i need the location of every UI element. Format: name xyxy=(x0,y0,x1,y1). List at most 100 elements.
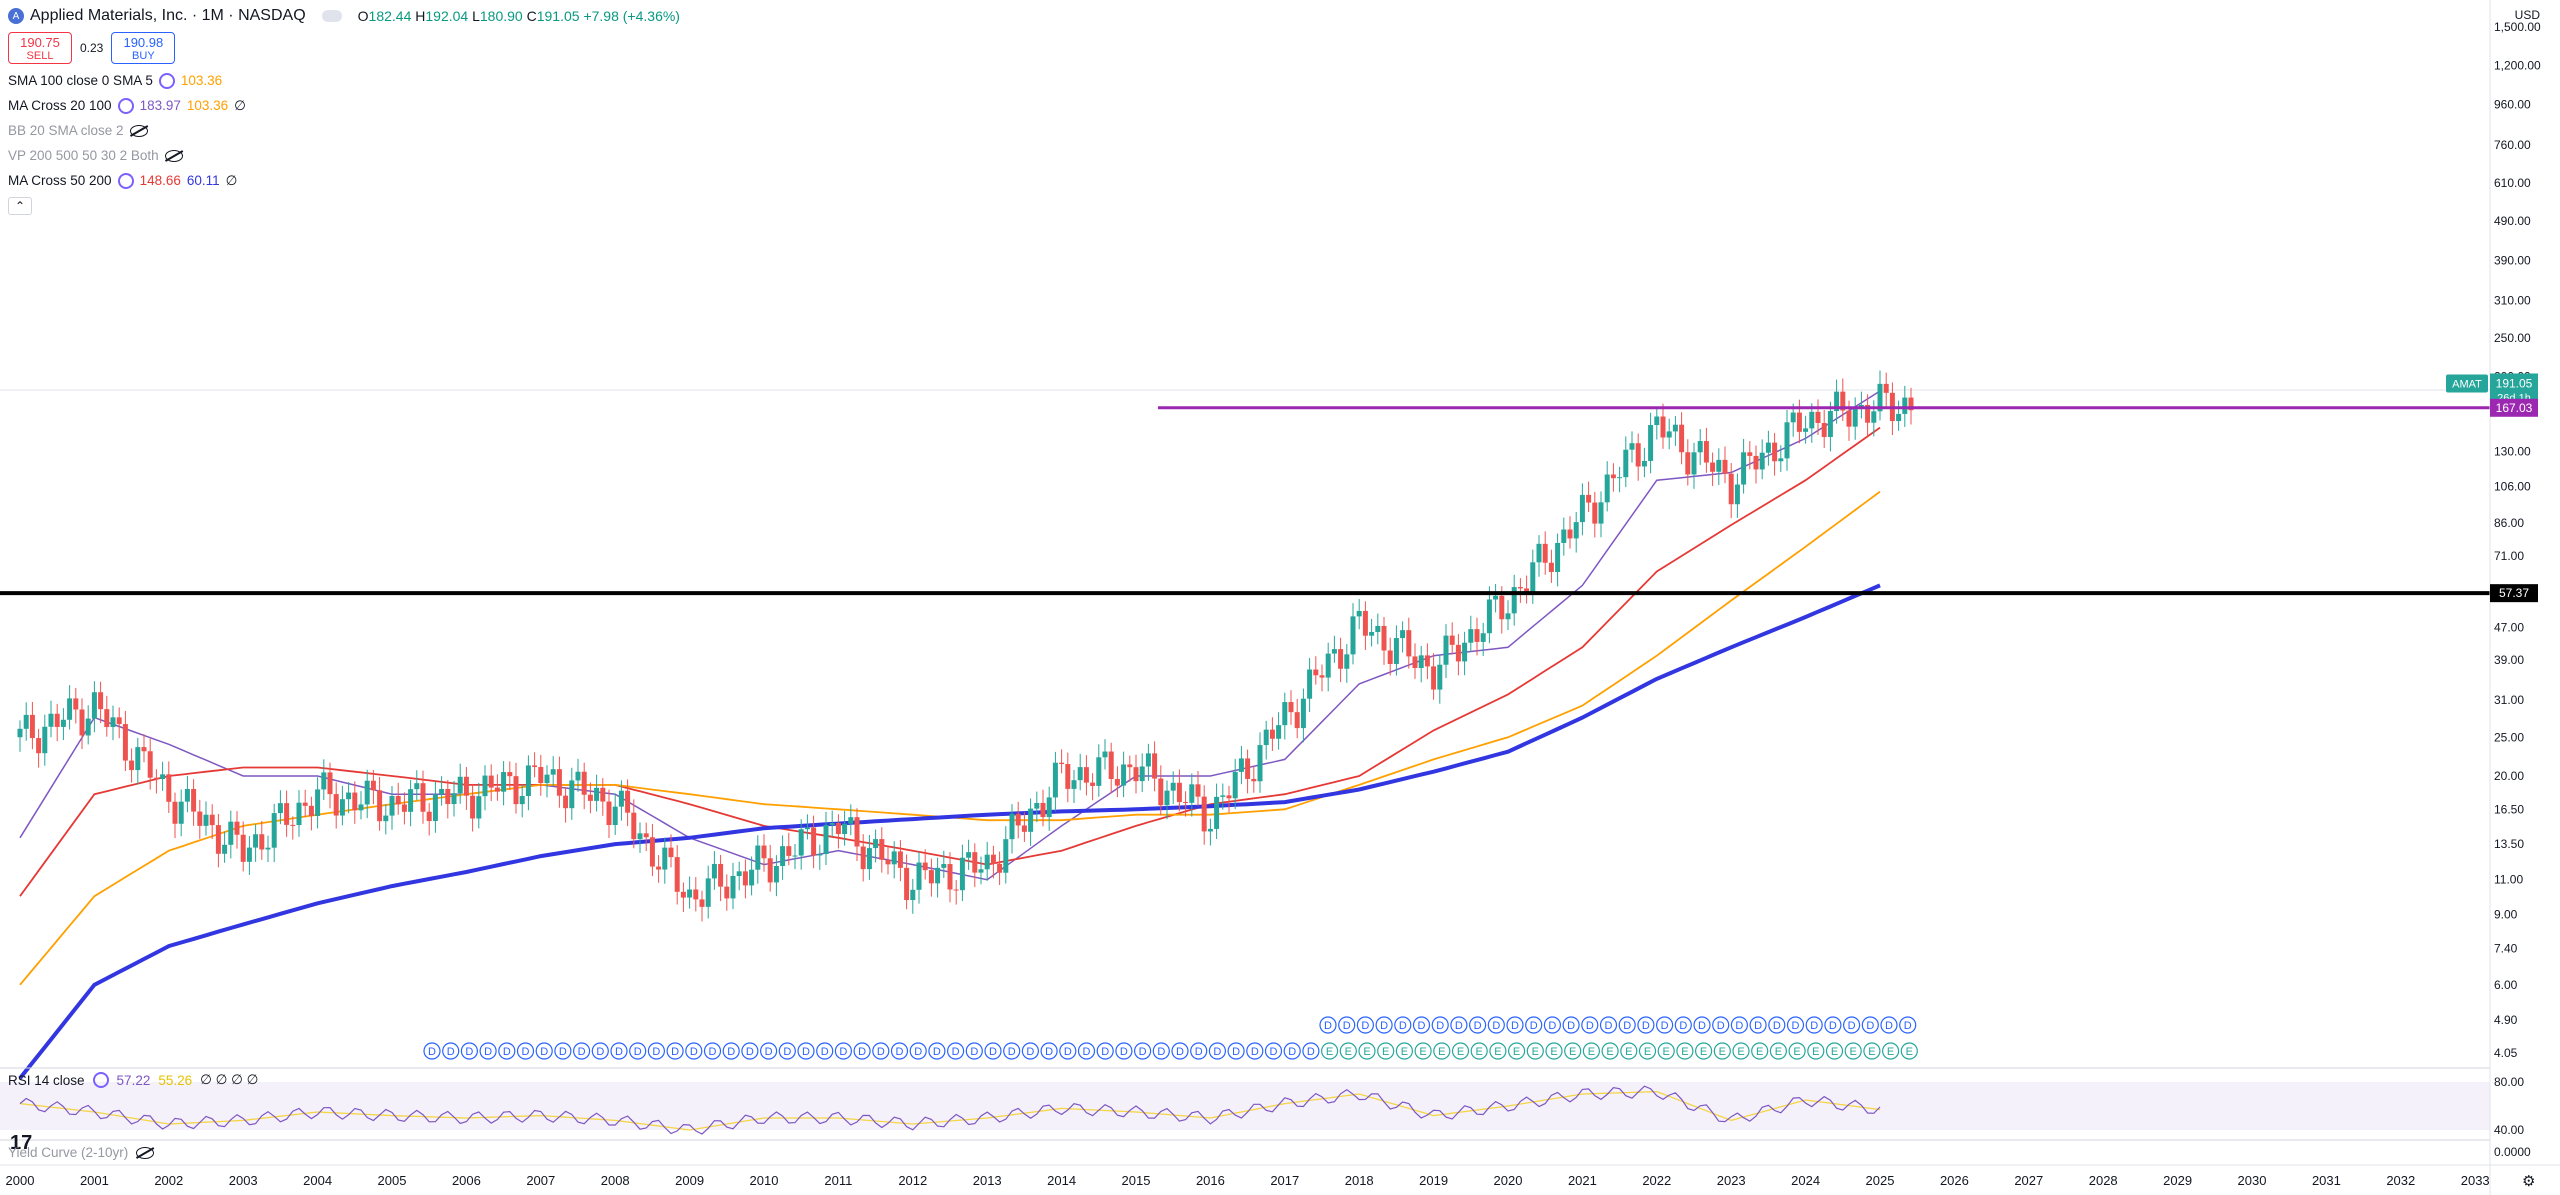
price-axis-label[interactable]: 11.00 xyxy=(2494,873,2523,887)
time-axis-label[interactable]: 2015 xyxy=(1122,1173,1151,1188)
price-axis-label[interactable]: 390.00 xyxy=(2494,254,2531,268)
earnings-marker[interactable] xyxy=(1825,1042,1844,1060)
price-axis-label[interactable]: 71.00 xyxy=(2494,549,2524,563)
dividend-marker[interactable] xyxy=(1712,1016,1730,1034)
earnings-marker[interactable] xyxy=(1564,1042,1582,1060)
yield-curve-legend[interactable]: Yield Curve (2-10yr) xyxy=(8,1145,155,1160)
dividend-marker[interactable] xyxy=(1525,1016,1543,1034)
time-axis-label[interactable]: 2005 xyxy=(378,1173,407,1188)
time-axis-label[interactable]: 2002 xyxy=(154,1173,183,1188)
earnings-marker[interactable] xyxy=(1751,1042,1769,1060)
price-axis-label[interactable]: 31.00 xyxy=(2494,693,2524,707)
dividend-marker[interactable] xyxy=(834,1042,853,1060)
dividend-marker[interactable] xyxy=(647,1042,666,1060)
earnings-marker[interactable] xyxy=(1395,1042,1414,1060)
dividend-marker[interactable] xyxy=(498,1042,516,1060)
dividend-marker[interactable] xyxy=(460,1042,478,1060)
sell-button[interactable]: 190.75 SELL xyxy=(8,32,72,64)
dividend-marker[interactable] xyxy=(965,1042,983,1060)
dividend-marker[interactable] xyxy=(1674,1016,1692,1034)
time-axis-label[interactable]: 2009 xyxy=(675,1173,704,1188)
time-axis-label[interactable]: 2006 xyxy=(452,1173,481,1188)
more-icon[interactable] xyxy=(321,10,342,22)
hidden-eye-icon[interactable] xyxy=(136,1146,155,1159)
earnings-marker[interactable] xyxy=(1676,1042,1694,1060)
time-axis-label[interactable]: 2013 xyxy=(973,1173,1002,1188)
dividend-marker[interactable] xyxy=(1208,1042,1227,1060)
dividend-marker[interactable] xyxy=(853,1042,871,1060)
chevron-up-icon[interactable]: ⌃ xyxy=(8,197,32,215)
earnings-marker[interactable] xyxy=(1769,1042,1788,1060)
dividend-marker[interactable] xyxy=(1115,1042,1133,1060)
dividend-marker[interactable] xyxy=(1468,1016,1487,1034)
price-axis-label[interactable]: 250.00 xyxy=(2494,331,2531,345)
dividend-marker[interactable] xyxy=(797,1042,815,1060)
dividend-marker[interactable] xyxy=(423,1042,441,1060)
time-axis-label[interactable]: 2007 xyxy=(526,1173,555,1188)
dividend-marker[interactable] xyxy=(1375,1016,1393,1034)
tradingview-logo-icon[interactable]: 17 xyxy=(10,1132,33,1154)
dividend-marker[interactable] xyxy=(1861,1016,1879,1034)
price-axis-label[interactable]: 4.90 xyxy=(2494,1013,2518,1027)
dividend-marker[interactable] xyxy=(1899,1016,1917,1034)
dividend-marker[interactable] xyxy=(1842,1016,1861,1034)
earnings-marker[interactable] xyxy=(1451,1042,1470,1060)
dividend-marker[interactable] xyxy=(1040,1042,1058,1060)
earnings-marker[interactable] xyxy=(1507,1042,1526,1060)
indicator-settings-icon[interactable] xyxy=(117,172,134,189)
time-axis-label[interactable]: 2024 xyxy=(1791,1173,1820,1188)
price-axis-label[interactable]: 13.50 xyxy=(2494,837,2524,851)
earnings-marker[interactable] xyxy=(1788,1042,1806,1060)
dividend-marker[interactable] xyxy=(685,1042,703,1060)
price-axis-label[interactable]: 16.50 xyxy=(2494,802,2524,816)
rsi-legend[interactable]: RSI 14 close 57.22 55.26 ∅ ∅ ∅ ∅ xyxy=(8,1072,258,1088)
price-axis-label[interactable]: 310.00 xyxy=(2494,294,2531,308)
indicator-ma-cross-20-100[interactable]: MA Cross 20 100 183.97 103.36 ∅ xyxy=(8,93,680,118)
earnings-marker[interactable] xyxy=(1844,1042,1862,1060)
yield-axis-label[interactable]: 0.0000 xyxy=(2494,1145,2531,1159)
black-level-tag[interactable] xyxy=(2490,584,2538,603)
price-axis-label[interactable]: 9.00 xyxy=(2494,907,2518,921)
earnings-marker[interactable] xyxy=(1807,1042,1825,1060)
dividend-marker[interactable] xyxy=(816,1042,834,1060)
purple-level-tag[interactable] xyxy=(2490,398,2538,417)
buy-button[interactable]: 190.98 BUY xyxy=(111,32,176,64)
earnings-marker[interactable] xyxy=(1339,1042,1357,1060)
dividend-marker[interactable] xyxy=(1487,1016,1505,1034)
earnings-marker[interactable] xyxy=(1358,1042,1376,1060)
dividend-marker[interactable] xyxy=(1562,1016,1580,1034)
price-axis-label[interactable]: 1,200.00 xyxy=(2494,59,2541,73)
earnings-marker[interactable] xyxy=(1414,1042,1432,1060)
price-axis-label[interactable]: 25.00 xyxy=(2494,730,2524,744)
time-axis-label[interactable]: 2004 xyxy=(303,1173,332,1188)
time-axis-label[interactable]: 2033 xyxy=(2461,1173,2490,1188)
dividend-marker[interactable] xyxy=(1283,1042,1301,1060)
earnings-marker[interactable] xyxy=(1638,1042,1657,1060)
rsi-axis-label[interactable]: 80.00 xyxy=(2494,1075,2524,1089)
dividend-marker[interactable] xyxy=(1450,1016,1468,1034)
dividend-marker[interactable] xyxy=(1190,1042,1208,1060)
dividend-marker[interactable] xyxy=(984,1042,1002,1060)
dividend-marker[interactable] xyxy=(946,1042,965,1060)
earnings-marker[interactable] xyxy=(1732,1042,1750,1060)
earnings-marker[interactable] xyxy=(1433,1042,1451,1060)
dividend-marker[interactable] xyxy=(1152,1042,1170,1060)
earnings-marker[interactable] xyxy=(1657,1042,1675,1060)
dividend-marker[interactable] xyxy=(1021,1042,1040,1060)
dividend-marker[interactable] xyxy=(1768,1016,1786,1034)
dividend-marker[interactable] xyxy=(1693,1016,1711,1034)
dividend-marker[interactable] xyxy=(1302,1042,1320,1060)
time-axis-label[interactable]: 2018 xyxy=(1345,1173,1374,1188)
dividend-marker[interactable] xyxy=(610,1042,628,1060)
time-axis-label[interactable]: 2022 xyxy=(1642,1173,1671,1188)
price-axis-label[interactable]: 130.00 xyxy=(2494,444,2531,458)
currency-label[interactable]: USD xyxy=(2514,8,2540,22)
dividend-marker[interactable] xyxy=(1059,1042,1077,1060)
time-axis-label[interactable]: 2028 xyxy=(2089,1173,2118,1188)
hidden-eye-icon[interactable] xyxy=(164,149,183,162)
dividend-marker[interactable] xyxy=(1394,1016,1412,1034)
price-axis-label[interactable]: 960.00 xyxy=(2494,97,2531,111)
dividend-marker[interactable] xyxy=(442,1042,460,1060)
rsi-axis-label[interactable]: 40.00 xyxy=(2494,1123,2524,1137)
